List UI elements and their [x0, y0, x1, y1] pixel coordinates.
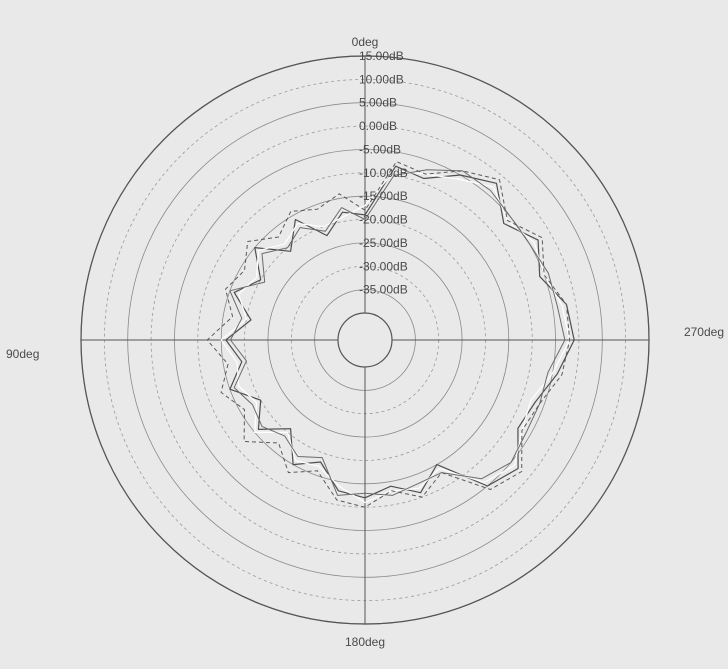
- angle-label: 270deg: [684, 325, 724, 339]
- series-trace-3: [229, 169, 566, 496]
- radial-tick-label: -25.00dB: [359, 236, 408, 250]
- radial-tick-labels: 15.00dB 10.00dB 5.00dB 0.00dB -5.00dB -10.00d…: [359, 49, 408, 297]
- radial-tick-label: 5.00dB: [359, 96, 397, 110]
- radial-tick-label: -20.00dB: [359, 213, 408, 227]
- angle-label: 180deg: [345, 635, 385, 649]
- radial-tick-label: -15.00dB: [359, 189, 408, 203]
- polar-axes: [81, 56, 649, 624]
- center-hole: [337, 312, 393, 368]
- radial-tick-label: -10.00dB: [359, 166, 408, 180]
- polar-series-group: [206, 161, 575, 508]
- radial-tick-label: 0.00dB: [359, 119, 397, 133]
- radial-tick-label: -35.00dB: [359, 283, 408, 297]
- angle-labels: 0deg 90deg 180deg 270deg: [6, 35, 724, 649]
- series-trace-1: [225, 165, 575, 499]
- radial-tick-label: -5.00dB: [359, 143, 401, 157]
- radial-tick-label: 10.00dB: [359, 72, 404, 86]
- radial-tick-label: 15.00dB: [359, 49, 404, 63]
- angle-label: 0deg: [352, 35, 379, 49]
- series-trace-2: [220, 170, 571, 504]
- radial-tick-label: -30.00dB: [359, 259, 408, 273]
- angle-label: 90deg: [6, 347, 39, 361]
